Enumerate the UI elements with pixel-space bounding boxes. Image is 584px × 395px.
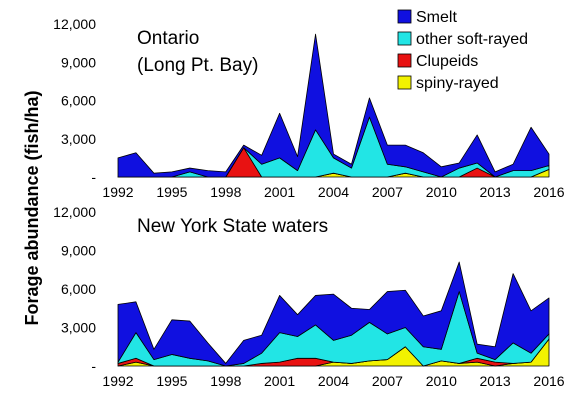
panel-title: (Long Pt. Bay) bbox=[137, 55, 258, 76]
x-tick-label: 2001 bbox=[264, 373, 295, 389]
y-tick-label: 12,000 bbox=[53, 204, 96, 220]
x-tick-label: 1998 bbox=[210, 373, 241, 389]
x-tick-label: 2016 bbox=[533, 373, 564, 389]
x-tick-label: 2013 bbox=[480, 184, 511, 200]
legend-label: other soft-rayed bbox=[416, 31, 528, 48]
legend-label: spiny-rayed bbox=[416, 75, 499, 92]
x-tick-label: 2007 bbox=[372, 373, 403, 389]
area-smelt-panel-2 bbox=[117, 261, 550, 367]
chart-panel-2: - 3,000 6,000 9,000 12,000 1992 1995 1998 2001 20… bbox=[53, 204, 565, 389]
y-tick-label: 6,000 bbox=[61, 93, 96, 109]
legend-swatch bbox=[397, 75, 412, 90]
x-tick-label: 2010 bbox=[426, 184, 457, 200]
legend-swatch bbox=[397, 31, 412, 46]
y-tick-label: 9,000 bbox=[61, 243, 96, 259]
y-axis-label: Forage abundance (fish/ha) bbox=[22, 90, 42, 325]
y-tick-label: 12,000 bbox=[53, 16, 96, 32]
panel-title: Ontario bbox=[137, 28, 199, 49]
x-tick-label: 1995 bbox=[156, 184, 187, 200]
y-tick-label: 3,000 bbox=[61, 320, 96, 336]
legend-label: Smelt bbox=[416, 9, 457, 26]
x-tick-label: 1995 bbox=[156, 373, 187, 389]
y-tick-label: 3,000 bbox=[61, 131, 96, 147]
legend-swatch bbox=[397, 9, 412, 24]
x-tick-label: 2013 bbox=[480, 373, 511, 389]
chart-panel-1: - 3,000 6,000 9,000 12,000 1992 1995 1998 2001 20… bbox=[53, 16, 565, 200]
x-tick-label: 2010 bbox=[426, 373, 457, 389]
x-tick-label: 2004 bbox=[318, 184, 349, 200]
x-tick-label: 2004 bbox=[318, 373, 349, 389]
y-tick-label: - bbox=[91, 169, 96, 185]
x-tick-label: 1992 bbox=[102, 184, 133, 200]
area-smelt-panel-1 bbox=[117, 33, 550, 178]
legend-swatch bbox=[397, 53, 412, 68]
y-tick-label: - bbox=[91, 358, 96, 374]
y-tick-label: 9,000 bbox=[61, 54, 96, 70]
chart-panels: - 3,000 6,000 9,000 12,000 1992 1995 1998 2001 20… bbox=[53, 16, 565, 389]
legend-label: Clupeids bbox=[416, 53, 478, 70]
x-tick-label: 1992 bbox=[102, 373, 133, 389]
panel-title: New York State waters bbox=[137, 216, 328, 237]
x-tick-label: 1998 bbox=[210, 184, 241, 200]
x-tick-label: 2016 bbox=[533, 184, 564, 200]
y-tick-label: 6,000 bbox=[61, 281, 96, 297]
x-tick-label: 2007 bbox=[372, 184, 403, 200]
legend: Smelt other soft-rayed Clupeids spiny-rayed bbox=[397, 9, 528, 92]
x-tick-label: 2001 bbox=[264, 184, 295, 200]
